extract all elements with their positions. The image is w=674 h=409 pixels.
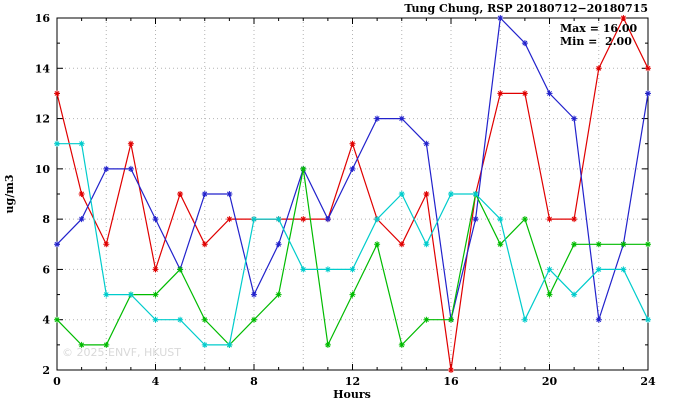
series-green-markers: [54, 165, 651, 348]
series-cyan-markers: [54, 140, 651, 348]
x-tick-label: 20: [542, 375, 558, 388]
y-tick-label: 14: [35, 62, 51, 75]
y-tick-label: 4: [42, 314, 50, 327]
y-tick-label: 2: [42, 364, 50, 377]
x-tick-label: 8: [250, 375, 258, 388]
x-tick-label: 0: [53, 375, 61, 388]
x-tick-label: 16: [443, 375, 459, 388]
annotation-min: Min = 2.00: [560, 35, 632, 48]
x-tick-label: 4: [152, 375, 160, 388]
y-tick-label: 6: [42, 263, 50, 276]
chart-series: [54, 15, 651, 373]
y-tick-label: 16: [35, 12, 51, 25]
y-tick-label: 8: [42, 213, 50, 226]
grid-lines: [57, 18, 648, 370]
watermark: © 2025 ENVF, HKUST: [62, 346, 181, 359]
y-tick-label: 10: [35, 163, 51, 176]
x-axis-label: Hours: [333, 388, 371, 401]
axes: [56, 17, 649, 371]
annotation-max: Max = 16.00: [560, 22, 638, 35]
x-tick-label: 24: [640, 375, 656, 388]
chart-title: Tung Chung, RSP 20180712−20180715: [404, 2, 648, 15]
y-axis-label: ug/m3: [3, 175, 16, 214]
x-tick-label: 12: [345, 375, 360, 388]
y-tick-label: 12: [35, 113, 50, 126]
